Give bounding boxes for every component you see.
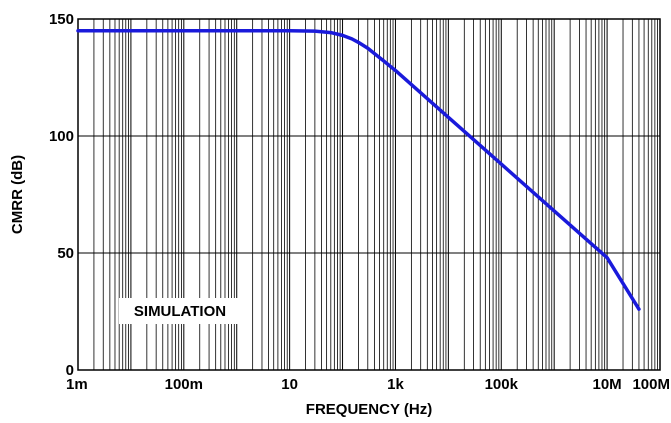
y-tick-label: 50 (57, 245, 74, 262)
x-tick-label: 10 (281, 376, 298, 393)
annotation-background (119, 298, 241, 324)
x-tick-label: 100m (165, 376, 203, 393)
x-tick-label: 100M (632, 376, 670, 393)
tick-labels: 1m 100m 10 1k 100k 10M 100M 0 50 100 150 (49, 11, 670, 393)
x-tick-label: 1k (387, 376, 404, 393)
x-tick-label: 100k (485, 376, 519, 393)
annotation-text: SIMULATION (134, 303, 226, 320)
y-tick-label: 0 (66, 362, 74, 379)
plot-frame (77, 18, 661, 371)
y-tick-label: 100 (49, 128, 74, 145)
series-line-cmrr (76, 28, 641, 311)
x-axis-label: FREQUENCY (Hz) (306, 401, 432, 418)
x-tick-label: 10M (592, 376, 621, 393)
y-axis-label: CMRR (dB) (9, 155, 26, 234)
x-tick-label: 1m (66, 376, 88, 393)
y-tick-label: 150 (49, 11, 74, 28)
